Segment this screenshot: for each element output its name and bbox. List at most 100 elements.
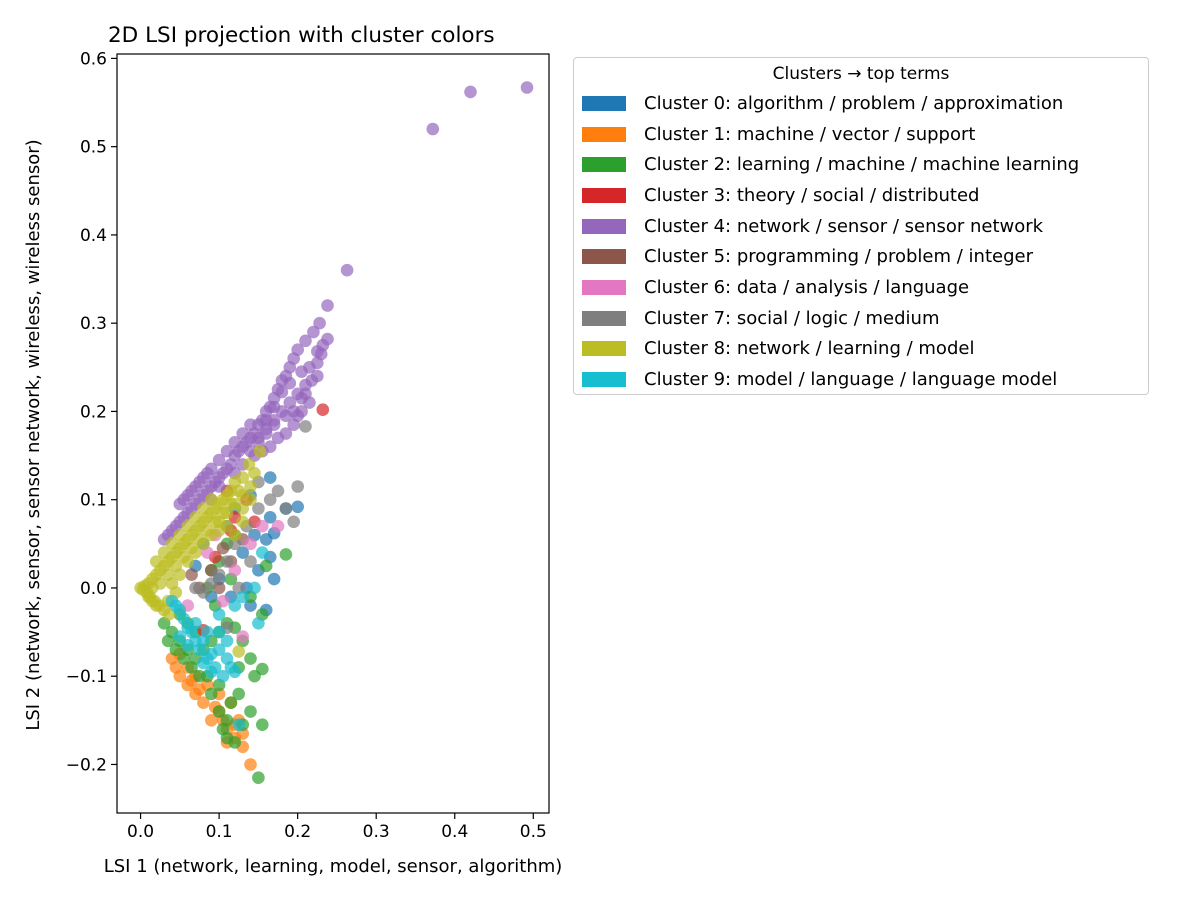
data-point [201,466,214,480]
data-point [201,625,214,639]
series-cluster-8 [134,444,267,658]
data-point [271,484,285,498]
data-point [520,81,534,94]
data-point [248,669,261,683]
legend-label: Cluster 5: programming / problem / integ… [644,246,1033,268]
data-point [212,480,226,493]
data-point [205,687,218,701]
data-point [236,515,249,529]
data-point [316,338,330,352]
data-point [299,420,312,433]
data-point [236,630,249,643]
data-point [287,405,301,418]
data-point [212,453,226,467]
data-point [340,263,354,277]
y-tick-label: 0.5 [80,138,107,158]
data-point [189,617,202,630]
chart-title: 2D LSI projection with cluster colors [108,23,495,48]
data-point [212,568,226,581]
data-point [426,122,440,136]
data-point [242,458,256,471]
legend-swatch [582,95,626,111]
data-point [224,497,238,511]
legend-items: Cluster 0: algorithm / problem / approxi… [574,88,1148,395]
legend: Clusters → top terms Cluster 0: algorith… [573,57,1149,395]
data-point [205,665,218,679]
legend-label: Cluster 3: theory / social / distributed [644,184,980,206]
data-point [263,471,277,484]
data-point [267,400,281,414]
y-tick-label: 0.4 [80,226,107,246]
data-point [161,634,175,648]
data-point [244,705,257,718]
data-point [321,299,334,312]
plot-area-frame [116,53,550,814]
data-point [189,511,202,524]
data-point [287,515,301,529]
data-point [228,528,242,542]
data-point [236,427,249,440]
data-point [205,714,218,727]
legend-swatch [582,157,626,173]
data-point [185,568,198,581]
data-point [185,484,198,498]
y-tick-label: 0.3 [80,314,107,334]
data-point [189,546,202,559]
data-point [212,625,226,639]
data-point [228,564,242,577]
legend-label: Cluster 1: machine / vector / support [644,123,976,145]
legend-label: Cluster 2: learning / machine / machine … [644,154,1080,176]
data-point [305,374,319,387]
x-tick-label: 0.0 [127,822,154,842]
data-point [271,431,285,445]
data-point [287,418,301,432]
x-tick-label: 0.1 [206,822,233,842]
data-point [464,85,477,99]
data-point [216,594,230,608]
data-point [236,502,249,515]
legend-swatch [582,279,626,295]
data-point [157,546,171,559]
x-tick-label: 0.5 [520,822,547,842]
data-point [244,652,257,665]
legend-swatch [582,372,626,388]
data-point [220,731,234,745]
data-point [275,385,289,399]
series-cluster-6 [181,519,285,643]
data-point [220,519,234,533]
data-point [248,581,261,595]
y-tick-label: 0.2 [80,402,107,422]
data-point [150,555,163,568]
data-point [228,599,242,612]
data-point [220,634,234,648]
data-point [185,661,198,674]
data-point [162,608,176,621]
data-point [197,696,210,709]
legend-swatch [582,249,626,265]
legend-item-cluster-9: Cluster 9: model / language / language m… [574,364,1148,395]
data-point [205,577,218,590]
data-point [193,669,206,683]
data-point [197,537,210,551]
data-point [271,519,285,533]
data-point [224,696,238,709]
x-tick-label: 0.2 [284,822,311,842]
data-point [313,316,326,330]
x-tick-label: 0.3 [363,822,390,842]
series-cluster-9 [165,546,269,731]
data-point [220,444,234,458]
data-point [291,500,305,514]
legend-item-cluster-8: Cluster 8: network / learning / model [574,334,1148,365]
legend-label: Cluster 0: algorithm / problem / approxi… [644,92,1064,114]
legend-item-cluster-0: Cluster 0: algorithm / problem / approxi… [574,88,1148,119]
legend-label: Cluster 7: social / logic / medium [644,307,940,329]
data-point [252,771,265,784]
data-point [216,669,230,683]
legend-swatch [582,218,626,234]
legend-label: Cluster 4: network / sensor / sensor net… [644,215,1044,237]
data-point [291,480,305,493]
data-point [197,502,210,515]
legend-item-cluster-3: Cluster 3: theory / social / distributed [574,180,1148,211]
data-point [253,444,267,458]
data-point [197,656,210,670]
